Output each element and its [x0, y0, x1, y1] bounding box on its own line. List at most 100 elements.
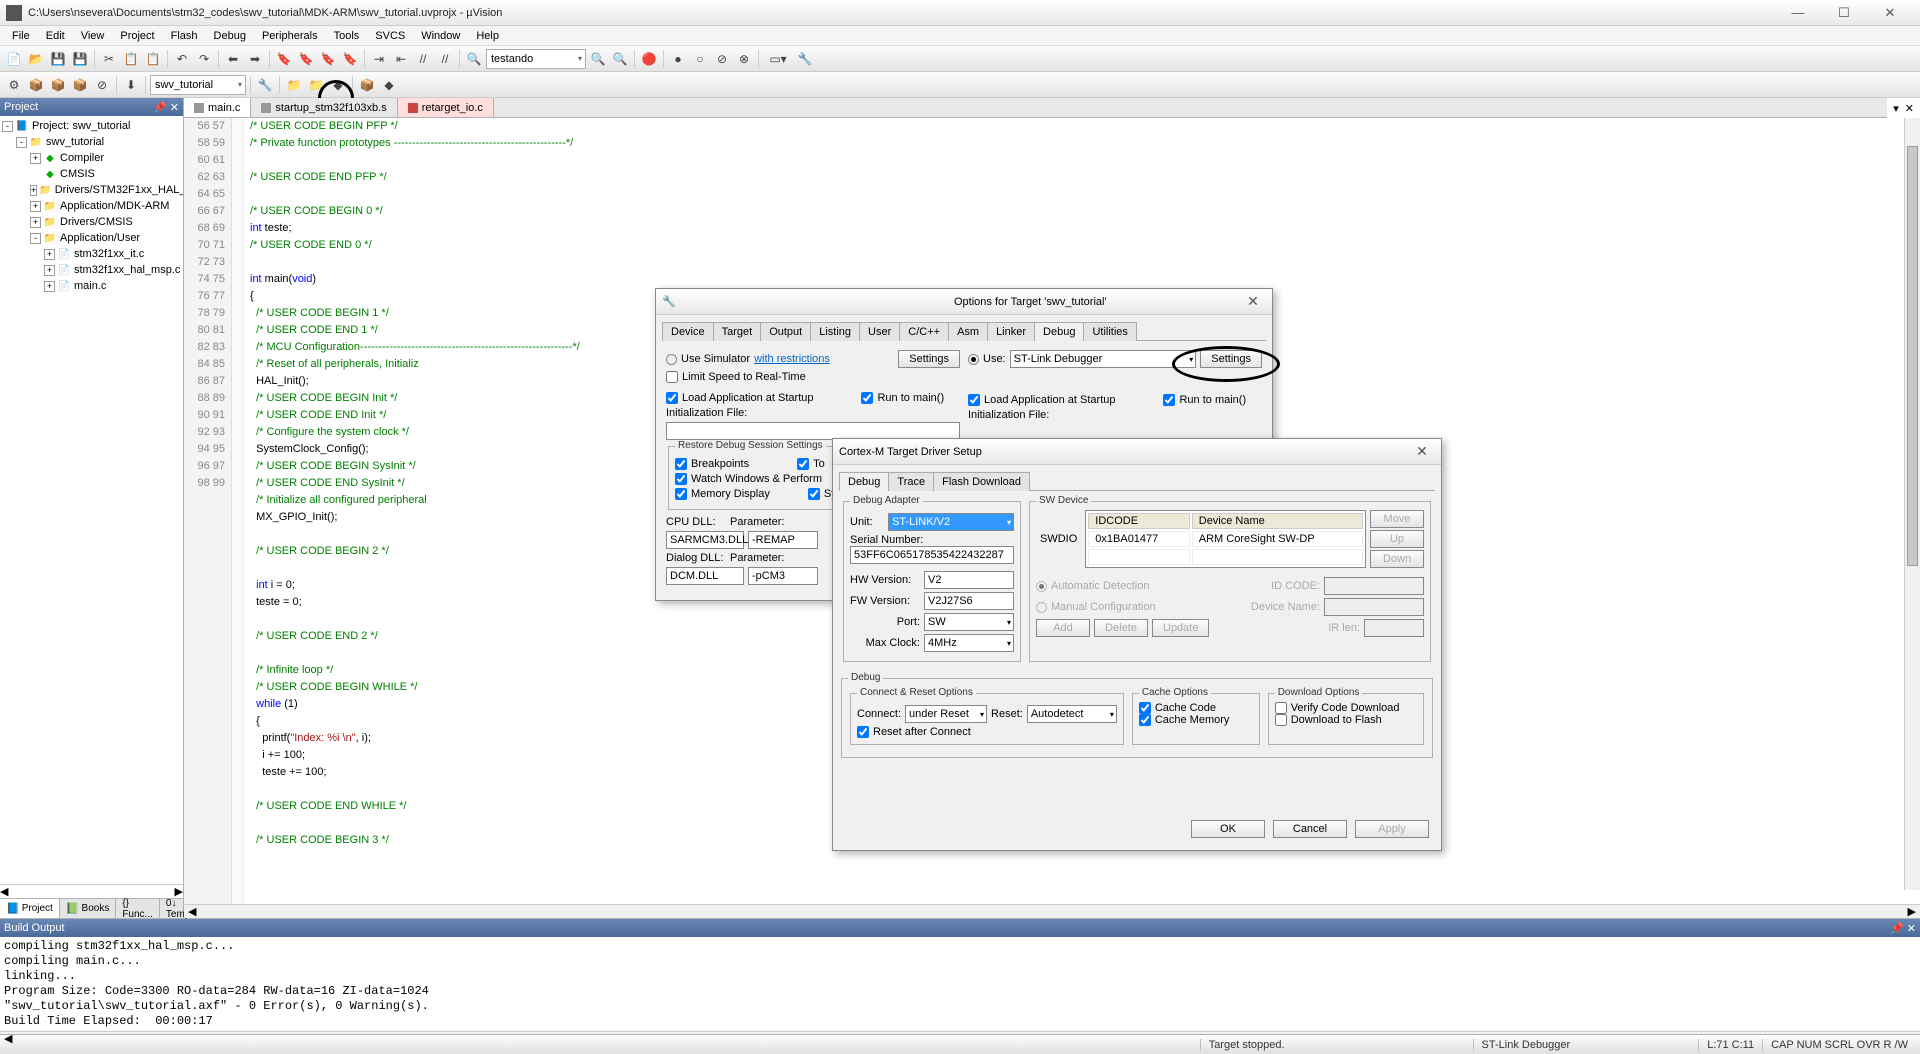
load-app-right-check[interactable]: Load Application at Startup	[968, 394, 1115, 406]
uncomment-icon[interactable]: //	[435, 49, 455, 69]
breakpoints-check[interactable]: Breakpoints	[675, 458, 749, 470]
find-combo[interactable]: testando	[486, 49, 586, 69]
down-button[interactable]: Down	[1370, 550, 1424, 568]
find-in-files-icon[interactable]: 🔍	[588, 49, 608, 69]
tree-node[interactable]: +📄main.c	[2, 278, 181, 294]
close-button[interactable]: ✕	[1876, 4, 1904, 22]
scroll-left-icon[interactable]: ◀	[0, 885, 8, 898]
use-simulator-radio[interactable]: Use Simulator	[666, 353, 750, 365]
options-tab-target[interactable]: Target	[713, 322, 762, 341]
batch-build-icon[interactable]: 📦	[70, 75, 90, 95]
driver-tab-trace[interactable]: Trace	[888, 472, 934, 491]
scroll-right-icon[interactable]: ▶	[175, 885, 183, 898]
dlg-dll-input[interactable]: DCM.DLL	[666, 567, 744, 585]
build-icon[interactable]: 📦	[26, 75, 46, 95]
project-tab[interactable]: {} Func...	[116, 899, 160, 918]
tab-close-icon[interactable]: ✕	[1905, 102, 1914, 115]
target-combo[interactable]: swv_tutorial	[150, 75, 246, 95]
translate-icon[interactable]: ⚙	[4, 75, 24, 95]
project-tab[interactable]: 📘Project	[0, 899, 60, 918]
memory-check[interactable]: Memory Display	[675, 488, 770, 500]
menu-flash[interactable]: Flash	[163, 28, 206, 44]
cancel-button[interactable]: Cancel	[1273, 820, 1347, 838]
auto-detect-radio[interactable]: Automatic Detection	[1036, 580, 1149, 592]
build-pin-icon[interactable]: 📌	[1890, 923, 1904, 935]
debug-icon[interactable]: 🔴	[639, 49, 659, 69]
limit-speed-check[interactable]: Limit Speed to Real-Time	[666, 371, 960, 383]
breakpoint-disable-icon[interactable]: ⊘	[712, 49, 732, 69]
menu-peripherals[interactable]: Peripherals	[254, 28, 326, 44]
tree-node[interactable]: +📁Drivers/CMSIS	[2, 214, 181, 230]
menu-debug[interactable]: Debug	[206, 28, 254, 44]
panel-close-icon[interactable]: ✕	[170, 102, 179, 114]
verify-check[interactable]: Verify Code Download	[1275, 702, 1417, 714]
comment-icon[interactable]: //	[413, 49, 433, 69]
maximize-button[interactable]: ☐	[1830, 4, 1858, 22]
tree-node[interactable]: ◆CMSIS	[2, 166, 181, 182]
redo-icon[interactable]: ↷	[194, 49, 214, 69]
options-tab-output[interactable]: Output	[760, 322, 811, 341]
cache-code-check[interactable]: Cache Code	[1139, 702, 1253, 714]
driver-tab-debug[interactable]: Debug	[839, 472, 889, 491]
tree-node[interactable]: +📁Application/MDK-ARM	[2, 198, 181, 214]
cut-icon[interactable]: ✂	[99, 49, 119, 69]
menu-view[interactable]: View	[73, 28, 113, 44]
save-all-icon[interactable]: 💾	[70, 49, 90, 69]
nav-back-icon[interactable]: ⬅	[223, 49, 243, 69]
unit-combo[interactable]: ST-LINK/V2	[888, 513, 1014, 531]
load-app-left-check[interactable]: Load Application at Startup	[666, 392, 813, 404]
new-icon[interactable]: 📄	[4, 49, 24, 69]
tree-node[interactable]: -📁Application/User	[2, 230, 181, 246]
window-icon[interactable]: ▭▾	[763, 49, 793, 69]
cache-mem-check[interactable]: Cache Memory	[1139, 714, 1253, 726]
fold-column[interactable]	[232, 118, 244, 904]
options-tab-utilities[interactable]: Utilities	[1083, 322, 1136, 341]
tab-dropdown-icon[interactable]: ▾	[1893, 102, 1899, 115]
project-tab[interactable]: 📗Books	[60, 899, 117, 918]
dl-flash-check[interactable]: Download to Flash	[1275, 714, 1417, 726]
pack-installer-icon[interactable]: 📦	[357, 75, 377, 95]
file-ext-icon[interactable]: 📁	[284, 75, 304, 95]
connect-combo[interactable]: under Reset	[905, 705, 987, 723]
incremental-find-icon[interactable]: 🔍	[610, 49, 630, 69]
driver-close-icon[interactable]: ✕	[1409, 443, 1435, 460]
use-debugger-radio[interactable]: Use:	[968, 353, 1006, 365]
reset-combo[interactable]: Autodetect	[1027, 705, 1117, 723]
ok-button[interactable]: OK	[1191, 820, 1265, 838]
add-button[interactable]: Add	[1036, 619, 1090, 637]
config-icon[interactable]: 🔧	[795, 49, 815, 69]
options-tab-device[interactable]: Device	[662, 322, 714, 341]
select-packs-icon[interactable]: ◆	[328, 75, 348, 95]
dlg-param-input[interactable]: -pCM3	[748, 567, 818, 585]
run-main-left-check[interactable]: Run to main()	[861, 392, 944, 404]
hscroll-left-icon[interactable]: ◀	[184, 905, 200, 918]
rebuild-icon[interactable]: 📦	[48, 75, 68, 95]
run-main-right-check[interactable]: Run to main()	[1163, 394, 1246, 406]
find-icon[interactable]: 🔍	[464, 49, 484, 69]
project-tree[interactable]: -📘Project: swv_tutorial-📁swv_tutorial+◆C…	[0, 116, 183, 884]
menu-window[interactable]: Window	[413, 28, 468, 44]
max-combo[interactable]: 4MHz	[924, 634, 1014, 652]
apply-button[interactable]: Apply	[1355, 820, 1429, 838]
tree-root[interactable]: -📘Project: swv_tutorial	[2, 118, 181, 134]
options-tab-user[interactable]: User	[859, 322, 900, 341]
menu-file[interactable]: File	[4, 28, 38, 44]
options-tab-debug[interactable]: Debug	[1034, 322, 1084, 341]
cpu-dll-input[interactable]: SARMCM3.DLL	[666, 531, 744, 549]
driver-tab-flash-download[interactable]: Flash Download	[933, 472, 1030, 491]
build-scroll-left-icon[interactable]: ◀	[0, 1032, 16, 1045]
menu-help[interactable]: Help	[468, 28, 507, 44]
stop-build-icon[interactable]: ⊘	[92, 75, 112, 95]
sim-settings-button[interactable]: Settings	[898, 350, 960, 368]
editor-tab[interactable]: retarget_io.c	[398, 98, 494, 117]
menu-svcs[interactable]: SVCS	[367, 28, 413, 44]
build-close-icon[interactable]: ✕	[1907, 923, 1916, 935]
open-icon[interactable]: 📂	[26, 49, 46, 69]
outdent-icon[interactable]: ⇤	[391, 49, 411, 69]
tree-node[interactable]: +◆Compiler	[2, 150, 181, 166]
cpu-param-input[interactable]: -REMAP	[748, 531, 818, 549]
delete-button[interactable]: Delete	[1094, 619, 1148, 637]
editor-tab[interactable]: main.c	[184, 98, 251, 117]
vscrollbar[interactable]	[1904, 118, 1920, 890]
driver-titlebar[interactable]: Cortex-M Target Driver Setup ✕	[833, 439, 1441, 465]
